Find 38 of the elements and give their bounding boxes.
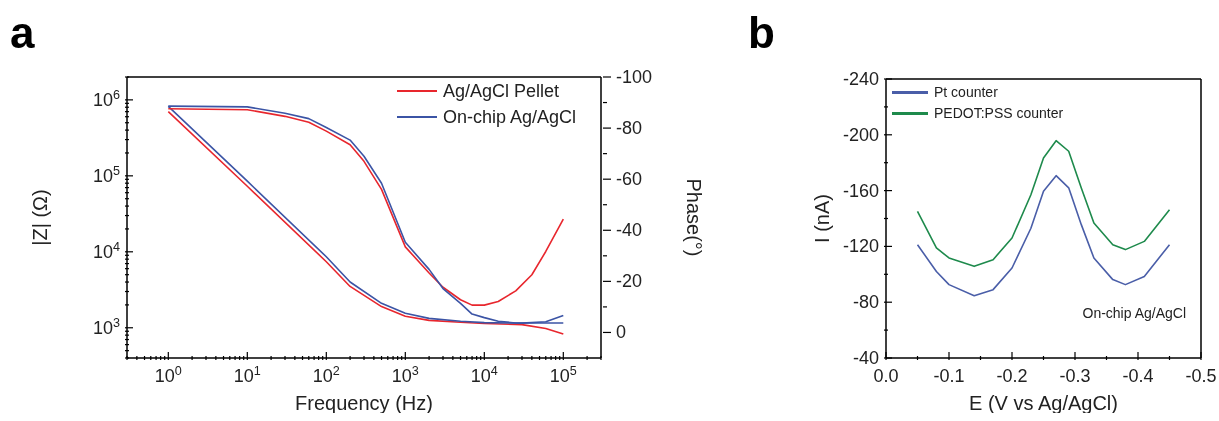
y2-tick-label: -40 <box>616 220 643 241</box>
x-tick-label: 10$^{1}$ <box>233 364 261 386</box>
y-tick-label: 10$^{4}$ <box>92 239 120 262</box>
annotation: On-chip Ag/AgCl <box>1082 305 1186 321</box>
x-tick-label: -0.5 <box>1185 366 1217 386</box>
legend-label: On-chip Ag/AgCl <box>442 106 576 129</box>
y2-tick-label: -60 <box>616 169 643 190</box>
y2-tick-label: 0 <box>616 322 627 343</box>
text: a <box>10 8 35 58</box>
y-tick-label: -80 <box>852 292 879 313</box>
y-tick-label: 10$^{5}$ <box>92 163 120 186</box>
y-tick-label: -40 <box>852 348 879 368</box>
text: b <box>748 8 775 58</box>
y2-tick-label: -100 <box>616 67 653 87</box>
y-tick-label: -160 <box>842 180 879 201</box>
legend-label: Pt counter <box>934 83 998 102</box>
x-tick-label: -0.2 <box>996 366 1028 386</box>
y-axis-title: I (nA) <box>811 194 834 243</box>
x-tick-label: -0.3 <box>1059 366 1091 386</box>
y-tick-label: 10$^{3}$ <box>92 315 120 338</box>
x-tick-label: 0.0 <box>873 366 899 386</box>
y-tick-label: -120 <box>842 236 879 257</box>
y2-tick-label: -20 <box>616 271 643 292</box>
y-tick-label: -240 <box>842 69 879 89</box>
y-tick-label: -200 <box>842 124 879 145</box>
x-tick-label: 10$^{0}$ <box>154 364 182 386</box>
x-tick-label: -0.1 <box>933 366 965 386</box>
legend-label: Ag/AgCl Pellet <box>442 80 559 103</box>
x-tick-label: 10$^{3}$ <box>391 364 419 386</box>
y2-axis-title: Phase(°) <box>682 178 705 257</box>
x-tick-label: 10$^{5}$ <box>549 364 577 386</box>
y-axis-title: |Z| (Ω) <box>29 189 52 246</box>
y2-tick-label: -80 <box>616 118 643 139</box>
legend-label: PEDOT:PSS counter <box>934 104 1064 123</box>
x-tick-label: -0.4 <box>1122 366 1154 386</box>
x-tick-label: 10$^{4}$ <box>470 364 498 386</box>
x-tick-label: 10$^{2}$ <box>312 364 340 386</box>
y-tick-label: 10$^{6}$ <box>92 87 120 110</box>
